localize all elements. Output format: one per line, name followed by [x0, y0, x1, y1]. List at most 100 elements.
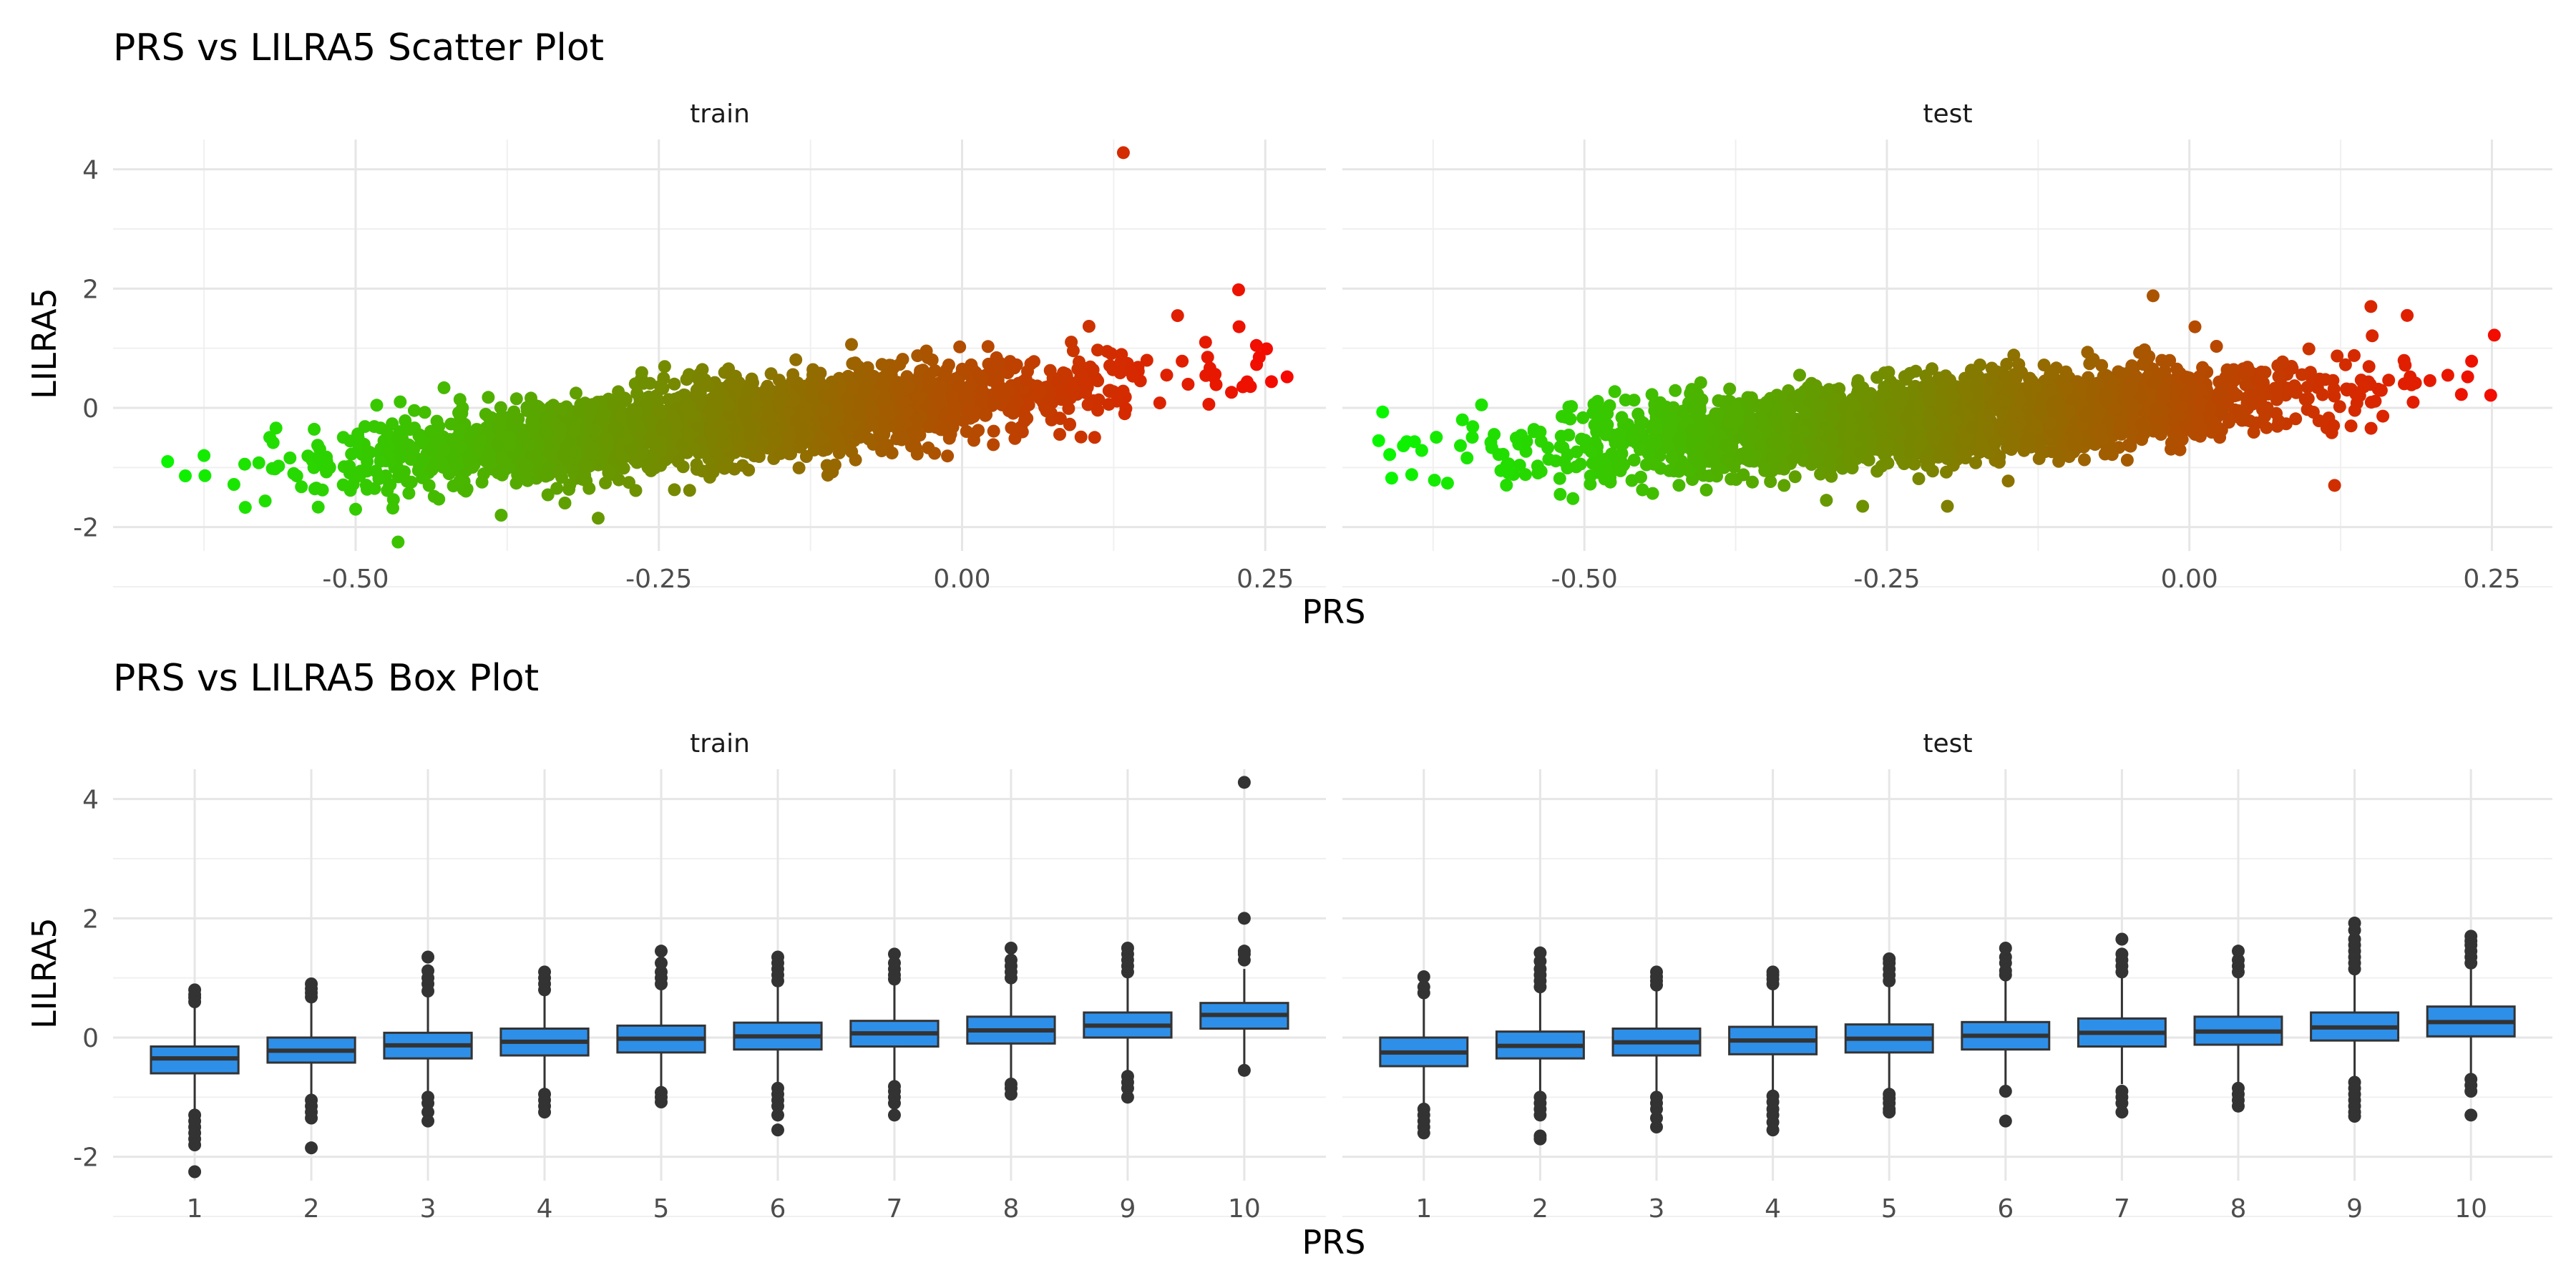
data-point [380, 425, 394, 438]
data-point [2210, 340, 2223, 353]
data-point [2136, 358, 2150, 371]
data-point [370, 399, 384, 412]
data-point [2348, 348, 2361, 362]
data-point [1562, 400, 1576, 414]
data-point [1556, 441, 1570, 454]
data-point [927, 404, 941, 418]
data-point [345, 447, 358, 461]
data-point [1104, 347, 1118, 361]
data-point [668, 377, 681, 391]
data-point [1527, 423, 1541, 436]
data-point [774, 447, 787, 460]
data-point [658, 360, 671, 374]
data-point [1428, 474, 1441, 487]
data-point [1825, 469, 1838, 483]
data-point [987, 424, 1000, 438]
data-point [935, 380, 949, 394]
data-point [941, 449, 955, 463]
data-point [238, 501, 252, 514]
data-point [629, 484, 643, 497]
scatter-points-train [161, 146, 1294, 549]
data-point [2302, 342, 2316, 356]
data-point [454, 440, 467, 454]
data-point [724, 369, 738, 382]
data-point [567, 425, 581, 439]
data-point [1081, 398, 1095, 411]
data-point [953, 340, 967, 353]
data-point [645, 414, 658, 427]
data-point [1788, 470, 1802, 484]
data-point [1625, 474, 1639, 487]
x-tick-label: -0.25 [625, 565, 692, 594]
data-point [2124, 439, 2137, 453]
data-point [831, 409, 844, 422]
outlier-point [494, 509, 508, 522]
data-point [466, 461, 479, 474]
data-point [772, 374, 786, 387]
data-point [842, 399, 856, 412]
data-point [1201, 351, 1214, 364]
data-point [2059, 365, 2073, 379]
data-point [2062, 450, 2076, 464]
data-point [494, 410, 508, 424]
data-point [909, 412, 923, 426]
data-point [482, 410, 495, 424]
data-point [745, 372, 758, 386]
data-point [1199, 336, 1212, 349]
data-point [742, 463, 756, 477]
data-point [845, 338, 858, 351]
data-point [832, 446, 846, 459]
data-point [1903, 366, 1917, 380]
data-point [1746, 475, 1759, 489]
data-point [522, 438, 536, 452]
data-point [786, 368, 800, 381]
data-point [683, 484, 696, 497]
data-point [519, 459, 533, 472]
data-point [722, 398, 736, 411]
scatter-facet-label-test: test [1923, 99, 1972, 129]
data-point [862, 432, 876, 446]
data-point [1397, 439, 1410, 452]
data-point [1018, 414, 1031, 428]
data-point [1596, 404, 1609, 418]
data-point [782, 429, 796, 442]
data-point [1062, 401, 1075, 415]
data-point [437, 381, 451, 394]
data-point [615, 449, 628, 463]
data-point [555, 402, 568, 416]
data-point [1202, 398, 1216, 411]
data-point [1454, 439, 1467, 452]
data-point [893, 358, 907, 371]
data-point [541, 462, 555, 475]
data-point [1082, 320, 1096, 333]
data-point [424, 424, 437, 438]
data-point [1091, 374, 1105, 388]
data-point [1171, 309, 1184, 323]
data-point [589, 423, 602, 436]
data-point [541, 488, 555, 502]
data-point [1440, 477, 1454, 490]
data-point [436, 461, 450, 474]
data-point [618, 391, 632, 405]
data-point [530, 399, 543, 413]
data-point [1912, 472, 1926, 485]
outlier-point [197, 449, 211, 462]
data-point [359, 479, 373, 492]
data-point [575, 472, 589, 486]
data-point [472, 442, 485, 456]
data-point [1232, 320, 1246, 333]
data-point [922, 369, 936, 383]
data-point [453, 393, 467, 406]
data-point [2044, 366, 2058, 380]
data-point [1385, 472, 1398, 485]
data-point [1870, 464, 1884, 478]
data-point [550, 482, 564, 495]
data-point [882, 409, 896, 422]
data-point [1553, 472, 1566, 485]
data-point [1225, 386, 1238, 399]
data-point [394, 395, 407, 409]
data-point [1053, 411, 1066, 425]
data-point [671, 454, 685, 468]
data-point [774, 387, 787, 400]
